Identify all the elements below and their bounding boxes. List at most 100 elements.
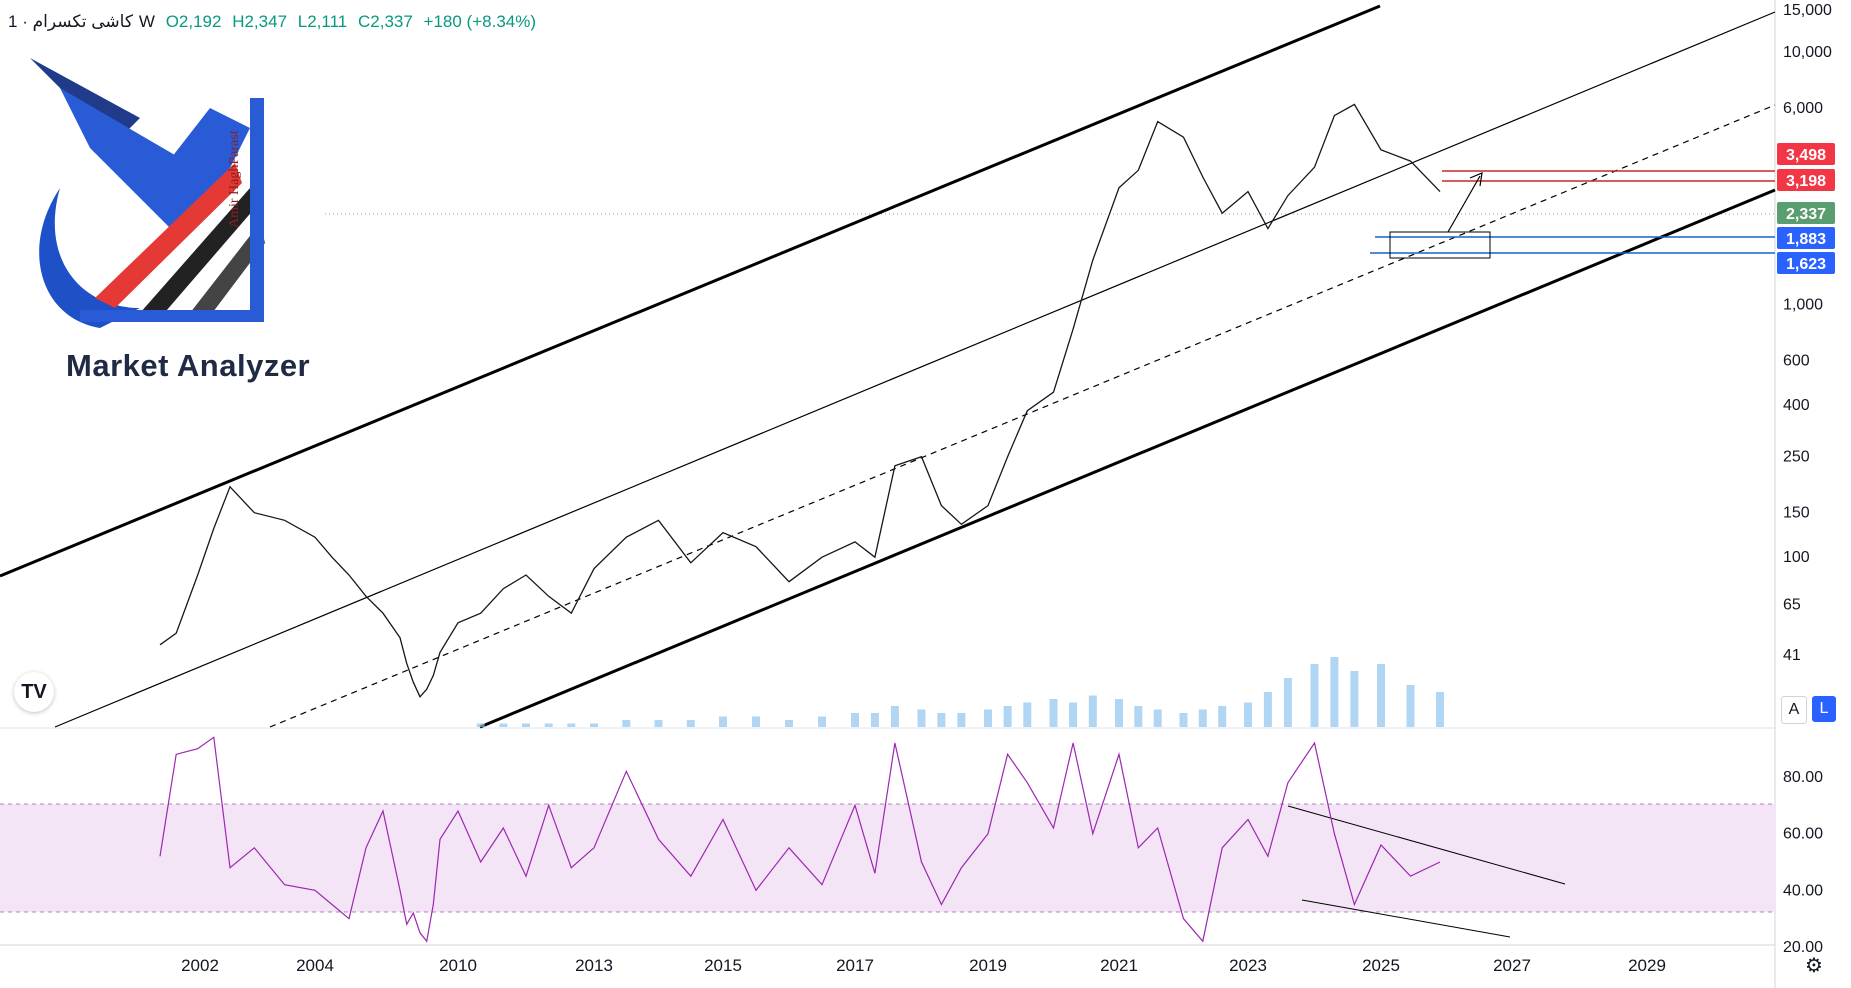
price-tick-label: 250 <box>1783 449 1810 466</box>
volume-bar <box>622 720 631 727</box>
logo-title: Market Analyzer <box>66 348 311 383</box>
volume-bar <box>544 723 553 727</box>
rsi-support-trendline <box>1301 899 1511 938</box>
close-value: C2,337 <box>357 12 413 31</box>
rsi-axis[interactable]: 80.00 60.00 40.00 20.00 <box>1783 769 1823 956</box>
price-tick-label: 41 <box>1783 647 1801 664</box>
time-tick-label: 2019 <box>969 956 1007 975</box>
time-tick-label: 2017 <box>836 956 874 975</box>
price-line <box>159 103 1441 698</box>
volume-bar <box>1088 695 1097 727</box>
rsi-tick-label: 40.00 <box>1783 882 1823 899</box>
price-tick-label: 65 <box>1783 596 1801 613</box>
volume-bar <box>1134 706 1143 727</box>
price-tags: 3,498 3,198 2,337 1,883 1,623 <box>1777 143 1835 274</box>
time-tick-label: 2021 <box>1100 956 1138 975</box>
volume-bar <box>567 723 576 727</box>
tradingview-logo-icon[interactable]: TV <box>14 672 54 712</box>
volume-bar <box>719 716 727 727</box>
time-tick-label: 2027 <box>1493 956 1531 975</box>
auto-scale-button[interactable]: A <box>1781 696 1807 724</box>
price-tick-label: 10,000 <box>1783 44 1832 61</box>
time-tick-label: 2002 <box>181 956 219 975</box>
volume-bar <box>1069 702 1078 727</box>
market-analyzer-logo: Amir HaghParast <box>30 58 265 328</box>
svg-text:Amir HaghParast: Amir HaghParast <box>227 130 242 228</box>
volume-bar <box>1153 709 1162 727</box>
price-tag-label: 2,337 <box>1786 206 1826 223</box>
change-value: +180 (+8.34%) <box>423 12 537 31</box>
volume-bar <box>686 720 695 727</box>
volume-bar <box>1350 671 1359 727</box>
volume-bar <box>1003 706 1012 727</box>
volume-bar <box>1310 664 1319 727</box>
price-tick-label: 6,000 <box>1783 100 1823 117</box>
rsi-resistance-trendline <box>1287 805 1566 885</box>
volume-bar <box>1377 664 1385 727</box>
time-tick-label: 2010 <box>439 956 477 975</box>
volume-bar <box>957 713 966 727</box>
volume-bar <box>870 713 879 727</box>
rsi-tick-label: 20.00 <box>1783 939 1823 956</box>
volume-bar <box>1406 685 1415 727</box>
price-tag-blue <box>1777 227 1835 249</box>
price-tag-label: 3,498 <box>1786 147 1826 164</box>
channel-lower-line <box>479 188 1776 729</box>
rsi-line <box>159 736 1441 943</box>
price-tick-label: 15,000 <box>1783 2 1832 19</box>
time-axis[interactable]: 2002 2004 2010 2013 2015 2017 2019 2021 2023 2025… <box>181 956 1666 975</box>
time-tick-label: 2013 <box>575 956 613 975</box>
interval-label[interactable]: · 1W <box>8 12 155 31</box>
symbol-header: کاشی تکسرام · 1W O2,192 H2,347 L2,111 C2… <box>8 12 542 32</box>
low-value: L2,111 <box>297 12 348 31</box>
rsi-tick-label: 60.00 <box>1783 826 1823 843</box>
settings-icon[interactable]: ⚙ <box>1805 955 1823 977</box>
time-tick-label: 2025 <box>1362 956 1400 975</box>
tv-badge-text: TV <box>21 680 47 703</box>
target-arrow <box>1447 175 1481 233</box>
price-tag-green <box>1777 202 1835 224</box>
price-tick-label: 400 <box>1783 397 1810 414</box>
volume-bar <box>917 709 926 727</box>
volume-bar <box>522 723 530 727</box>
time-tick-label: 2029 <box>1628 956 1666 975</box>
volume-bar <box>890 706 899 727</box>
time-tick-label: 2004 <box>296 956 334 975</box>
price-tag-label: 1,623 <box>1786 256 1826 273</box>
target-arrowhead <box>1469 172 1483 187</box>
volume-bar <box>937 713 946 727</box>
volume-bar <box>1263 692 1272 727</box>
volume-bar <box>590 723 598 727</box>
log-scale-button[interactable]: L <box>1812 696 1836 722</box>
price-tag-label: 1,883 <box>1786 231 1826 248</box>
price-tag-label: 3,198 <box>1786 173 1826 190</box>
price-tick-label: 600 <box>1783 353 1810 370</box>
time-tick-label: 2023 <box>1229 956 1267 975</box>
volume-bar <box>1283 678 1292 727</box>
volume-bar <box>476 723 485 727</box>
volume-bar <box>499 723 508 727</box>
volume-bar <box>1049 699 1058 727</box>
volume-bar <box>1244 702 1252 727</box>
volume-bar <box>1330 657 1339 727</box>
rsi-tick-label: 80.00 <box>1783 769 1823 786</box>
high-value: H2,347 <box>232 12 288 31</box>
volume-series <box>476 657 1444 727</box>
price-tick-label: 100 <box>1783 549 1810 566</box>
volume-bar <box>654 720 663 727</box>
volume-bar <box>785 720 793 727</box>
time-tick-label: 2015 <box>704 956 742 975</box>
price-tick-label: 150 <box>1783 505 1810 522</box>
rsi-series <box>159 736 1441 943</box>
price-tag-blue <box>1777 252 1835 274</box>
volume-bar <box>1115 699 1123 727</box>
price-axis[interactable]: 15,000 10,000 6,000 1,000 600 400 250 150 100 65 4… <box>1783 2 1832 664</box>
price-tag-red <box>1777 143 1835 165</box>
volume-bar <box>1218 706 1227 727</box>
volume-bar <box>818 716 826 727</box>
channel-middle-line <box>54 11 1776 728</box>
price-series <box>159 103 1441 698</box>
volume-bar <box>1198 709 1207 727</box>
symbol-name[interactable]: کاشی تکسرام <box>32 12 133 31</box>
